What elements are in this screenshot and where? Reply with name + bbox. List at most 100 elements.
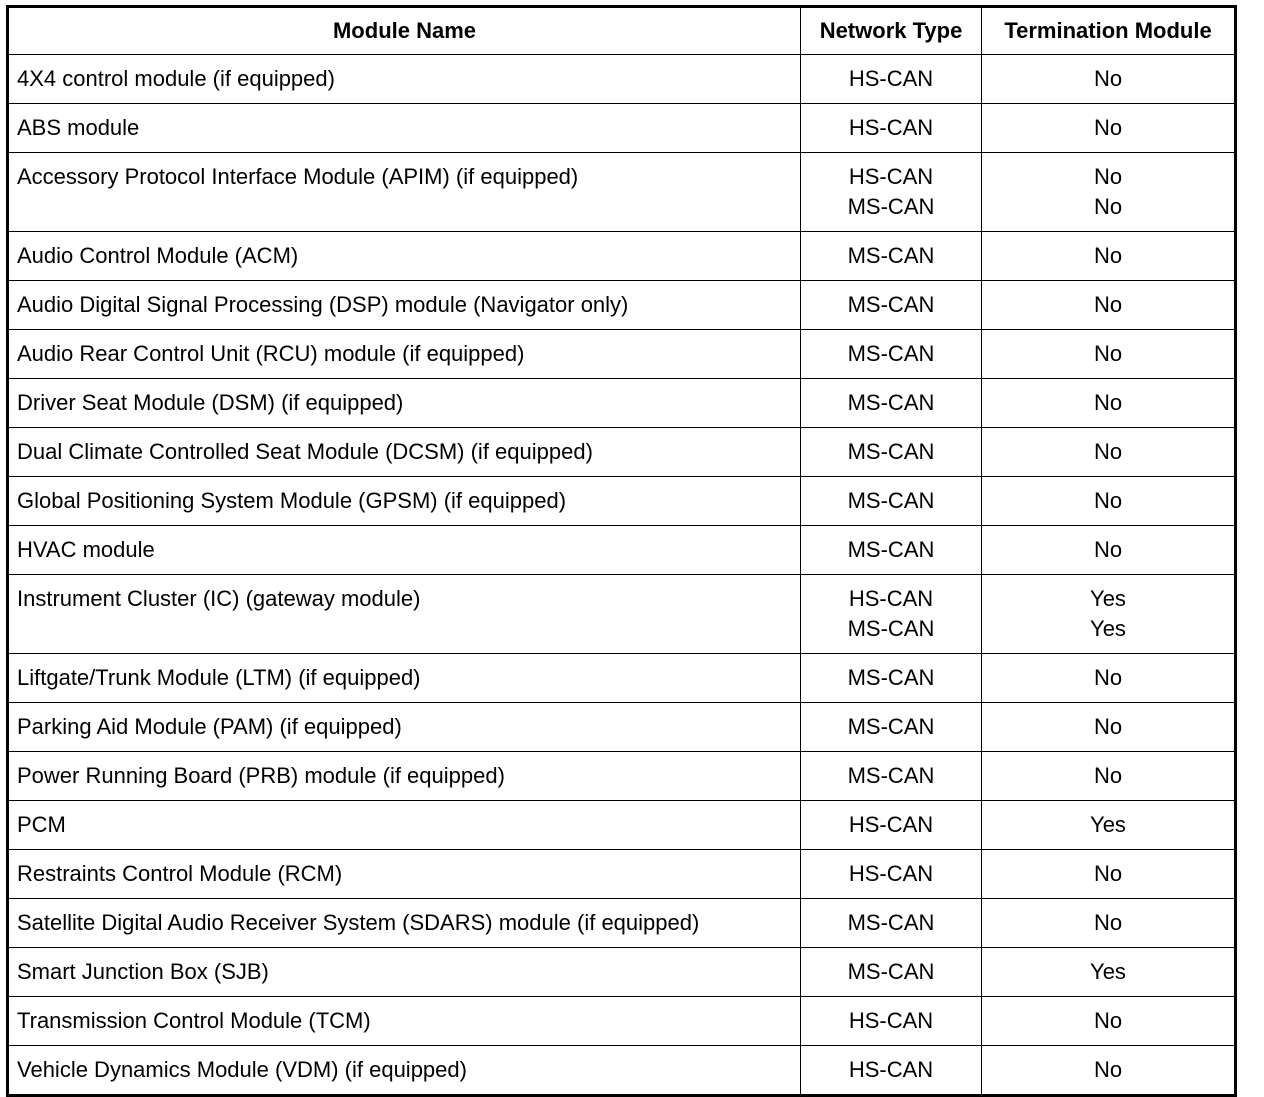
network-value: HS-CAN <box>848 812 934 837</box>
termination-value: No <box>1093 390 1123 415</box>
module-name: Restraints Control Module (RCM) <box>17 861 343 886</box>
column-header: Network Type <box>800 6 982 55</box>
module-name: Satellite Digital Audio Receiver System … <box>17 910 700 935</box>
module-name: Global Positioning System Module (GPSM) … <box>17 488 567 513</box>
table-row: Smart Junction Box (SJB) MS-CAN Yes <box>7 947 1236 997</box>
network-cell: MS-CAN <box>800 476 982 526</box>
table-wrap: Module Name Network Type Termination Modul… <box>6 5 1237 1097</box>
table-row: 4X4 control module (if equipped) HS-CAN No <box>7 54 1236 104</box>
network-cell: MS-CAN <box>800 898 982 948</box>
network-value: HS-CAN <box>848 115 934 140</box>
network-cell: HS-CAN <box>800 54 982 104</box>
module-name: PCM <box>17 812 66 837</box>
termination-cell: No <box>981 751 1236 801</box>
termination-cell: Yes Yes <box>981 574 1236 654</box>
network-value: HS-CAN <box>848 586 934 611</box>
module-name: Instrument Cluster (IC) (gateway module) <box>17 586 421 611</box>
network-cell: MS-CAN <box>800 280 982 330</box>
network-value: HS-CAN <box>848 861 934 886</box>
network-cell: MS-CAN <box>800 378 982 428</box>
network-value: MS-CAN <box>847 341 935 366</box>
termination-cell: No <box>981 702 1236 752</box>
termination-cell: No <box>981 378 1236 428</box>
network-value: MS-CAN <box>847 959 935 984</box>
termination-value: No <box>1093 714 1123 739</box>
module-name-cell: Restraints Control Module (RCM) <box>7 849 801 899</box>
termination-cell: No <box>981 1045 1236 1096</box>
network-cell: MS-CAN <box>800 231 982 281</box>
table-row: Accessory Protocol Interface Module (API… <box>7 152 1236 232</box>
network-value: MS-CAN <box>847 665 935 690</box>
network-value: MS-CAN <box>847 439 935 464</box>
network-value: MS-CAN <box>847 243 935 268</box>
network-value: MS-CAN <box>847 488 935 513</box>
module-name-cell: Smart Junction Box (SJB) <box>7 947 801 997</box>
termination-value: Yes <box>1090 812 1126 837</box>
table-row: Liftgate/Trunk Module (LTM) (if equipped… <box>7 653 1236 703</box>
termination-cell: No <box>981 996 1236 1046</box>
table-row: Restraints Control Module (RCM) HS-CAN No <box>7 849 1236 899</box>
termination-cell: No <box>981 525 1236 575</box>
termination-value: No <box>1093 1057 1123 1082</box>
network-value: HS-CAN <box>848 1057 934 1082</box>
termination-cell: No <box>981 280 1236 330</box>
module-name-cell: Liftgate/Trunk Module (LTM) (if equipped… <box>7 653 801 703</box>
module-name-cell: Instrument Cluster (IC) (gateway module) <box>7 574 801 654</box>
table-row: Vehicle Dynamics Module (VDM) (if equipp… <box>7 1045 1236 1096</box>
module-name-cell: Power Running Board (PRB) module (if equ… <box>7 751 801 801</box>
module-name: Transmission Control Module (TCM) <box>17 1008 371 1033</box>
termination-cell: No No <box>981 152 1236 232</box>
table-row: Parking Aid Module (PAM) (if equipped) MS… <box>7 702 1236 752</box>
network-cell: MS-CAN <box>800 751 982 801</box>
termination-value: No <box>1093 763 1123 788</box>
table-row: HVAC module MS-CAN No <box>7 525 1236 575</box>
termination-value: No <box>1093 665 1123 690</box>
module-name-cell: Audio Rear Control Unit (RCU) module (if… <box>7 329 801 379</box>
termination-value: No <box>1093 292 1123 317</box>
network-cell: HS-CAN <box>800 996 982 1046</box>
network-cell: MS-CAN <box>800 329 982 379</box>
module-name-cell: Accessory Protocol Interface Module (API… <box>7 152 801 232</box>
module-name: Vehicle Dynamics Module (VDM) (if equipp… <box>17 1057 467 1082</box>
table-row: Transmission Control Module (TCM) HS-CAN N… <box>7 996 1236 1046</box>
network-cell: MS-CAN <box>800 947 982 997</box>
termination-value: No <box>1093 194 1123 219</box>
module-name-cell: 4X4 control module (if equipped) <box>7 54 801 104</box>
network-value: MS-CAN <box>847 714 935 739</box>
module-name: Parking Aid Module (PAM) (if equipped) <box>17 714 402 739</box>
table-row: Satellite Digital Audio Receiver System … <box>7 898 1236 948</box>
network-cell: HS-CAN MS-CAN <box>800 574 982 654</box>
termination-value: No <box>1093 439 1123 464</box>
table-row: Audio Control Module (ACM) MS-CAN No <box>7 231 1236 281</box>
termination-value: No <box>1093 488 1123 513</box>
table-row: Dual Climate Controlled Seat Module (DCS… <box>7 427 1236 477</box>
network-cell: MS-CAN <box>800 653 982 703</box>
module-name-cell: Satellite Digital Audio Receiver System … <box>7 898 801 948</box>
table-row: ABS module HS-CAN No <box>7 103 1236 153</box>
termination-cell: No <box>981 898 1236 948</box>
module-name-cell: Dual Climate Controlled Seat Module (DCS… <box>7 427 801 477</box>
network-cell: HS-CAN <box>800 800 982 850</box>
module-name: Audio Rear Control Unit (RCU) module (if… <box>17 341 525 366</box>
header-row: Module Name Network Type Termination Modul… <box>7 6 1236 55</box>
network-cell: HS-CAN MS-CAN <box>800 152 982 232</box>
module-table: Module Name Network Type Termination Modul… <box>6 5 1237 1097</box>
network-cell: HS-CAN <box>800 1045 982 1096</box>
table-row: Audio Digital Signal Processing (DSP) mo… <box>7 280 1236 330</box>
column-header: Termination Module <box>981 6 1236 55</box>
module-name: Smart Junction Box (SJB) <box>17 959 269 984</box>
termination-value: Yes <box>1090 616 1126 641</box>
module-name: Accessory Protocol Interface Module (API… <box>17 164 579 189</box>
module-name-cell: Vehicle Dynamics Module (VDM) (if equipp… <box>7 1045 801 1096</box>
table-row: Global Positioning System Module (GPSM) … <box>7 476 1236 526</box>
network-cell: MS-CAN <box>800 525 982 575</box>
module-name: 4X4 control module (if equipped) <box>17 66 335 91</box>
table-row: Audio Rear Control Unit (RCU) module (if… <box>7 329 1236 379</box>
module-name-cell: Driver Seat Module (DSM) (if equipped) <box>7 378 801 428</box>
termination-cell: No <box>981 54 1236 104</box>
module-name-cell: Audio Digital Signal Processing (DSP) mo… <box>7 280 801 330</box>
module-name: ABS module <box>17 115 140 140</box>
termination-value: No <box>1093 164 1123 189</box>
termination-cell: No <box>981 653 1236 703</box>
